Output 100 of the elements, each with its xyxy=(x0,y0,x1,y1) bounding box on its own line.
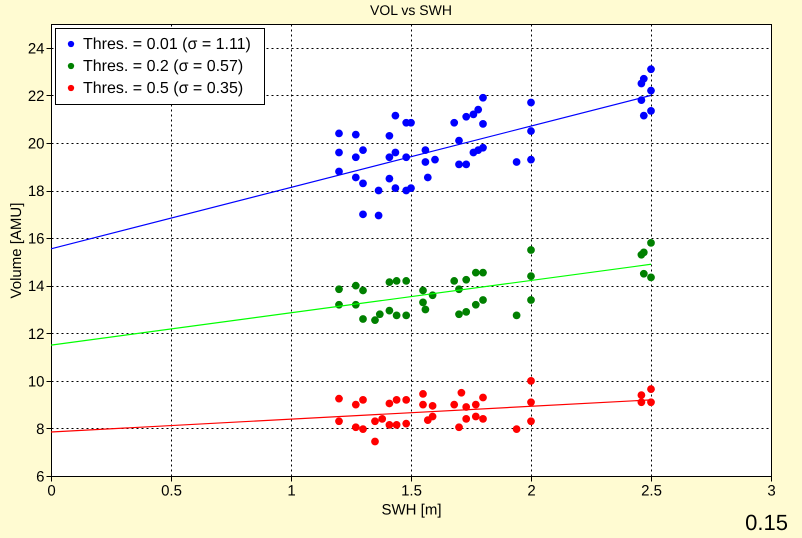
point xyxy=(386,153,394,162)
point xyxy=(527,127,535,135)
point xyxy=(462,112,470,121)
point xyxy=(479,144,487,152)
point xyxy=(479,296,487,304)
point xyxy=(455,160,463,168)
text: 0.15 xyxy=(745,510,788,536)
point xyxy=(392,277,400,285)
y-tick-label: 18 xyxy=(28,183,44,200)
y-tick-label: 8 xyxy=(36,420,44,438)
point xyxy=(419,400,427,408)
point xyxy=(479,415,487,423)
point xyxy=(386,174,394,182)
point xyxy=(450,400,458,408)
point xyxy=(335,130,343,138)
legend-label: Thres. = 0.2 (σ = 0.57) xyxy=(83,58,244,75)
point xyxy=(640,270,648,278)
point xyxy=(479,120,487,128)
point xyxy=(359,286,367,294)
point xyxy=(419,390,427,398)
point xyxy=(376,310,384,318)
point xyxy=(352,423,360,432)
point xyxy=(352,400,360,408)
point xyxy=(407,184,415,192)
y-axis-title: Volume [AMU] xyxy=(8,202,25,298)
point xyxy=(527,98,535,106)
point xyxy=(386,420,394,429)
point xyxy=(527,376,535,385)
point xyxy=(386,400,394,408)
point xyxy=(335,168,343,176)
point xyxy=(472,412,480,420)
point xyxy=(450,277,458,285)
point xyxy=(386,306,394,315)
x-tick-label: 2.5 xyxy=(641,482,662,500)
point xyxy=(371,316,379,324)
point xyxy=(479,94,487,102)
point xyxy=(640,74,648,83)
point xyxy=(422,306,430,314)
point xyxy=(647,385,655,394)
point xyxy=(359,315,367,323)
legend-label: Thres. = 0.01 (σ = 1.11) xyxy=(83,36,251,53)
y-tick-label: 6 xyxy=(36,468,44,486)
point xyxy=(335,148,343,156)
point xyxy=(378,415,386,423)
x-axis-title: SWH [m] xyxy=(382,502,442,518)
point xyxy=(352,153,360,162)
point xyxy=(472,400,480,408)
point xyxy=(374,186,382,194)
point xyxy=(527,156,535,164)
x-tick-label: 0 xyxy=(47,482,56,500)
point xyxy=(638,391,646,399)
point xyxy=(392,184,400,192)
point xyxy=(371,438,379,446)
point xyxy=(647,239,655,247)
x-tick-label: 2 xyxy=(527,482,536,500)
point xyxy=(359,180,367,188)
point xyxy=(512,312,520,320)
point xyxy=(352,174,360,182)
point xyxy=(527,398,535,406)
point xyxy=(428,402,436,410)
point xyxy=(458,388,466,397)
point xyxy=(647,86,655,94)
point xyxy=(392,420,400,429)
point xyxy=(527,417,535,426)
point xyxy=(402,396,410,404)
point xyxy=(428,412,436,420)
point xyxy=(462,415,470,423)
y-tick-label: 14 xyxy=(28,278,44,296)
point xyxy=(419,298,427,306)
point xyxy=(640,248,648,256)
point xyxy=(462,308,470,316)
y-tick-label: 10 xyxy=(28,373,44,390)
point xyxy=(335,417,343,426)
point xyxy=(640,112,648,120)
point xyxy=(470,110,478,118)
point xyxy=(335,285,343,294)
point xyxy=(359,146,367,154)
y-tick-label: 16 xyxy=(28,230,44,248)
point xyxy=(402,312,410,320)
point xyxy=(479,394,487,402)
point xyxy=(359,396,367,404)
point xyxy=(431,156,439,164)
point xyxy=(424,174,432,182)
point xyxy=(419,286,427,294)
point xyxy=(386,278,394,286)
point xyxy=(472,300,480,309)
point xyxy=(335,394,343,403)
point xyxy=(371,417,379,426)
point xyxy=(359,425,367,433)
point xyxy=(647,398,655,406)
point xyxy=(402,420,410,428)
point xyxy=(647,106,655,115)
point xyxy=(462,276,470,284)
point xyxy=(527,246,535,254)
point xyxy=(474,106,482,114)
point xyxy=(527,272,535,280)
x-tick-label: 0.5 xyxy=(161,482,182,500)
y-tick-label: 22 xyxy=(28,88,44,105)
x-tick-label: 1 xyxy=(287,482,296,500)
point xyxy=(352,130,360,138)
